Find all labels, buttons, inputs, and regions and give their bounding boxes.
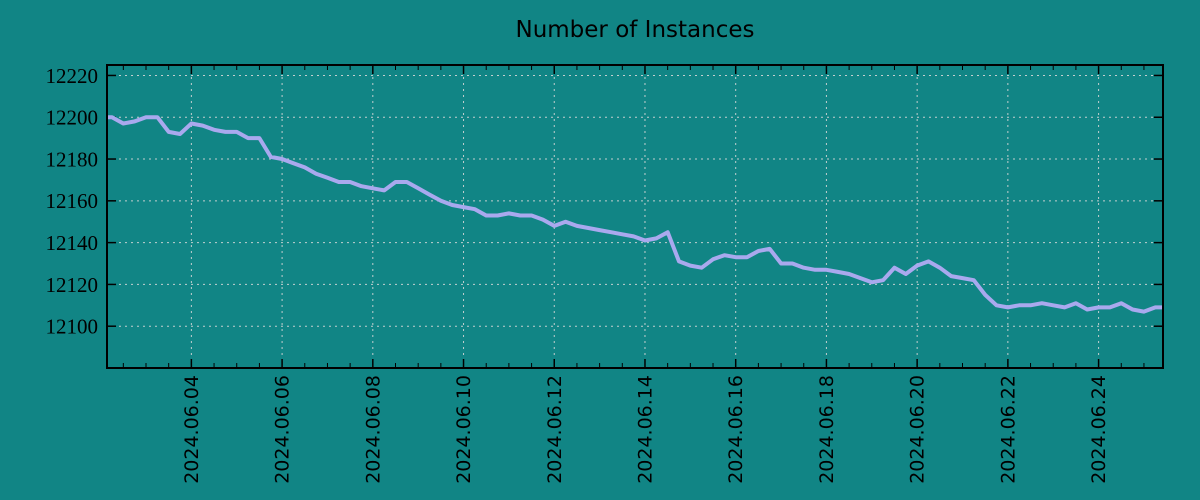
x-tick-label: 2024.06.20 [907,375,929,484]
x-tick-label: 2024.06.08 [362,375,384,484]
y-tick-label: 12120 [46,273,99,297]
x-tick-label: 2024.06.04 [181,375,203,484]
x-tick-label: 2024.06.14 [634,375,656,484]
plot-border [106,64,1164,369]
y-tick-label: 12220 [46,64,99,88]
chart-title: Number of Instances [516,17,755,43]
x-tick-label: 2024.06.10 [453,375,475,484]
gridlines [107,65,1163,368]
x-tick-label: 2024.06.18 [816,375,838,484]
y-tick-label: 12160 [46,189,99,213]
x-tick-label: 2024.06.22 [997,375,1019,484]
x-tick-label: 2024.06.24 [1088,375,1110,484]
x-tick-label: 2024.06.16 [725,375,747,484]
y-tick-label: 12140 [46,231,99,255]
y-tick-label: 12100 [46,315,99,339]
x-axis-tick-labels: 2024.06.04 2024.06.06 2024.06.08 2024.06.10… [181,375,1110,484]
x-tick-label: 2024.06.06 [272,375,294,484]
axis-ticks [107,65,1163,368]
x-tick-label: 2024.06.12 [544,375,566,484]
instances-data-line [107,115,1163,314]
y-tick-label: 12200 [46,106,99,130]
y-axis-tick-labels: 12100 12120 12140 12160 12180 12200 12220 [46,64,99,339]
y-tick-label: 12180 [46,147,99,171]
